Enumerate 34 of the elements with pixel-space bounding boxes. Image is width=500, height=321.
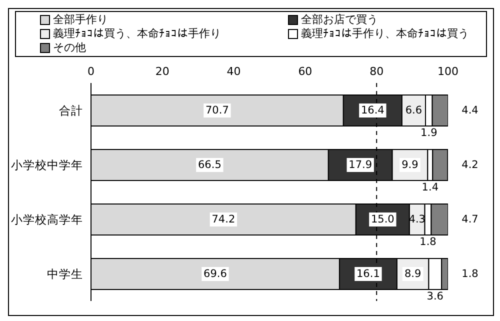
x-tick-label: 100 bbox=[438, 65, 458, 78]
legend-label: 全部お店で買う bbox=[300, 13, 379, 27]
data-label: 1.9 bbox=[420, 126, 438, 139]
data-label: 4.7 bbox=[462, 213, 478, 226]
data-label: 17.9 bbox=[348, 158, 372, 171]
data-label: 3.6 bbox=[426, 290, 444, 302]
legend-label: その他 bbox=[52, 41, 87, 55]
data-label: 16.1 bbox=[356, 268, 380, 280]
data-label: 1.8 bbox=[462, 268, 478, 280]
data-label: 4.2 bbox=[462, 158, 478, 171]
y-tick-label: 小学校高学年 bbox=[11, 212, 83, 226]
y-tick-label: 中学生 bbox=[47, 266, 83, 281]
x-tick-label: 60 bbox=[298, 65, 312, 78]
data-label: 16.4 bbox=[360, 104, 385, 116]
y-tick-label: 小学校中学年 bbox=[11, 158, 83, 172]
data-label: 15.0 bbox=[370, 213, 394, 226]
data-label: 1.8 bbox=[420, 236, 436, 248]
legend-label: 全部手作り bbox=[52, 13, 109, 27]
x-tick-label: 40 bbox=[226, 65, 241, 78]
legend-label: 義理ﾁｮｺは手作り、本命ﾁｮｺは買う bbox=[300, 27, 470, 41]
data-label: 4.4 bbox=[462, 104, 479, 116]
data-label: 74.2 bbox=[212, 213, 236, 226]
data-label: 8.9 bbox=[404, 268, 422, 280]
data-label: 6.6 bbox=[405, 104, 422, 116]
x-tick-label: 0 bbox=[88, 65, 94, 78]
data-label: 69.6 bbox=[204, 268, 228, 280]
data-label: 70.7 bbox=[206, 104, 229, 116]
data-label: 9.9 bbox=[402, 158, 418, 171]
data-label: 1.4 bbox=[422, 181, 439, 194]
x-tick-label: 80 bbox=[370, 65, 384, 78]
x-tick-label: 20 bbox=[155, 65, 170, 78]
y-tick-label: 合計 bbox=[59, 103, 83, 118]
legend-label: 義理ﾁｮｺは買う、本命ﾁｮｺは手作り bbox=[52, 27, 222, 41]
data-label: 66.5 bbox=[198, 158, 222, 171]
